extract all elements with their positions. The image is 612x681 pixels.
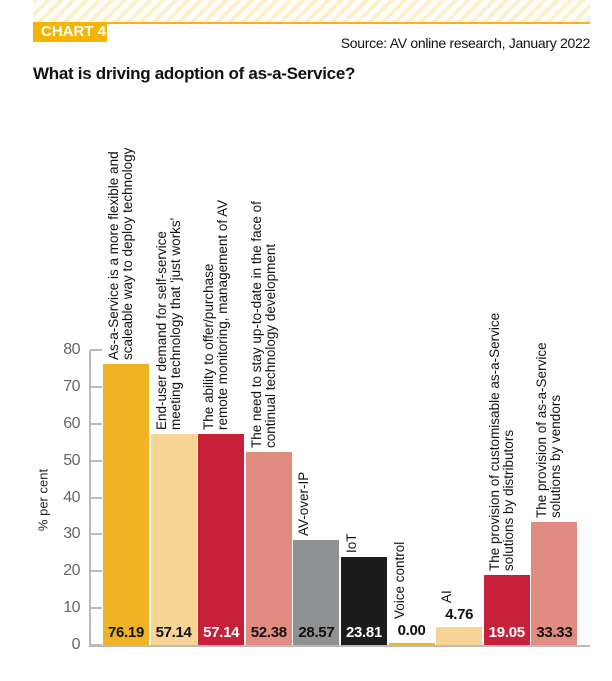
source-note: Source: AV online research, January 2022 — [340, 35, 591, 51]
data-label: 52.38 — [250, 624, 287, 641]
bar — [103, 364, 149, 645]
category-label-line: As-a-Service is a more flexible and — [106, 151, 121, 361]
category-label-line: The provision of customisable as-a-Servi… — [486, 312, 502, 571]
data-label: 0.00 — [397, 622, 426, 639]
y-tick-label: 10 — [63, 599, 80, 617]
category-label-line: AV-over-IP — [296, 471, 312, 536]
category-label: AV-over-IP — [296, 196, 312, 536]
category-label-line: End-user demand for self-service — [153, 231, 169, 431]
data-label: 33.33 — [536, 624, 573, 641]
bar — [341, 557, 387, 645]
category-label-line: meeting technology that 'just works' — [167, 218, 183, 431]
category-label: The ability to offer/purchase remote moni… — [201, 90, 231, 431]
y-tick — [90, 533, 102, 536]
category-label-line: remote monitoring, management of AV — [215, 200, 231, 431]
y-axis — [89, 350, 91, 647]
data-label: 19.05 — [488, 624, 525, 641]
category-label: The need to stay up-to-date in the face … — [248, 108, 278, 448]
bar — [293, 539, 340, 645]
bar — [483, 574, 530, 645]
category-label-line: continual technology development — [262, 243, 278, 448]
data-label: 57.14 — [203, 624, 240, 641]
y-tick-label: 0 — [71, 636, 81, 653]
y-tick-label: 50 — [63, 451, 80, 469]
data-label: 28.57 — [298, 624, 335, 641]
bar — [150, 434, 197, 645]
category-label-line: AI — [439, 590, 455, 604]
y-tick — [90, 607, 102, 610]
header-rule — [33, 22, 590, 24]
y-tick — [90, 349, 102, 351]
data-label: 57.14 — [155, 624, 192, 641]
category-label-line: solutions by distributors — [500, 429, 516, 571]
y-tick — [90, 459, 102, 462]
bar — [531, 522, 578, 645]
header-stripes — [33, 0, 590, 22]
category-label-line: The need to stay up-to-date in the face … — [248, 200, 264, 448]
category-label: IoT — [344, 213, 359, 554]
y-tick-label: 40 — [63, 488, 80, 506]
y-tick-label: 80 — [63, 341, 80, 358]
y-tick-label: 60 — [63, 414, 80, 432]
y-tick — [90, 385, 102, 388]
y-tick — [90, 570, 102, 573]
bar — [198, 434, 245, 645]
category-label-line: Voice control — [391, 541, 407, 619]
chart-badge: CHART 4 — [33, 22, 107, 42]
category-label: The provision of as-a-Service solutions b… — [534, 178, 564, 519]
data-label: 4.76 — [445, 606, 474, 624]
category-label: AI — [439, 263, 455, 604]
category-label-line: scaleable way to deploy technology — [120, 147, 135, 361]
bar — [245, 451, 292, 645]
y-tick — [90, 496, 102, 499]
bar — [388, 643, 435, 645]
y-tick-label: 20 — [63, 562, 80, 580]
category-label: End-user demand for self-service meeting … — [153, 90, 183, 431]
y-tick — [90, 644, 102, 646]
y-tick-label: 70 — [63, 377, 80, 395]
y-tick-label: 30 — [63, 525, 80, 543]
data-label: 23.81 — [345, 624, 383, 641]
x-axis — [89, 645, 590, 647]
chart-title: What is driving adoption of as-a-Service… — [33, 64, 356, 83]
category-label: As-a-Service is a more flexible and scale… — [106, 20, 135, 361]
y-tick — [90, 422, 102, 425]
bar — [436, 627, 483, 645]
category-label-line: IoT — [344, 533, 359, 554]
category-label-line: solutions by vendors — [548, 395, 564, 519]
y-axis-label: % per cent — [35, 468, 51, 532]
category-label: The provision of customisable as-a-Servi… — [486, 231, 516, 571]
data-label: 76.19 — [107, 624, 145, 641]
category-label: Voice control — [391, 279, 407, 619]
